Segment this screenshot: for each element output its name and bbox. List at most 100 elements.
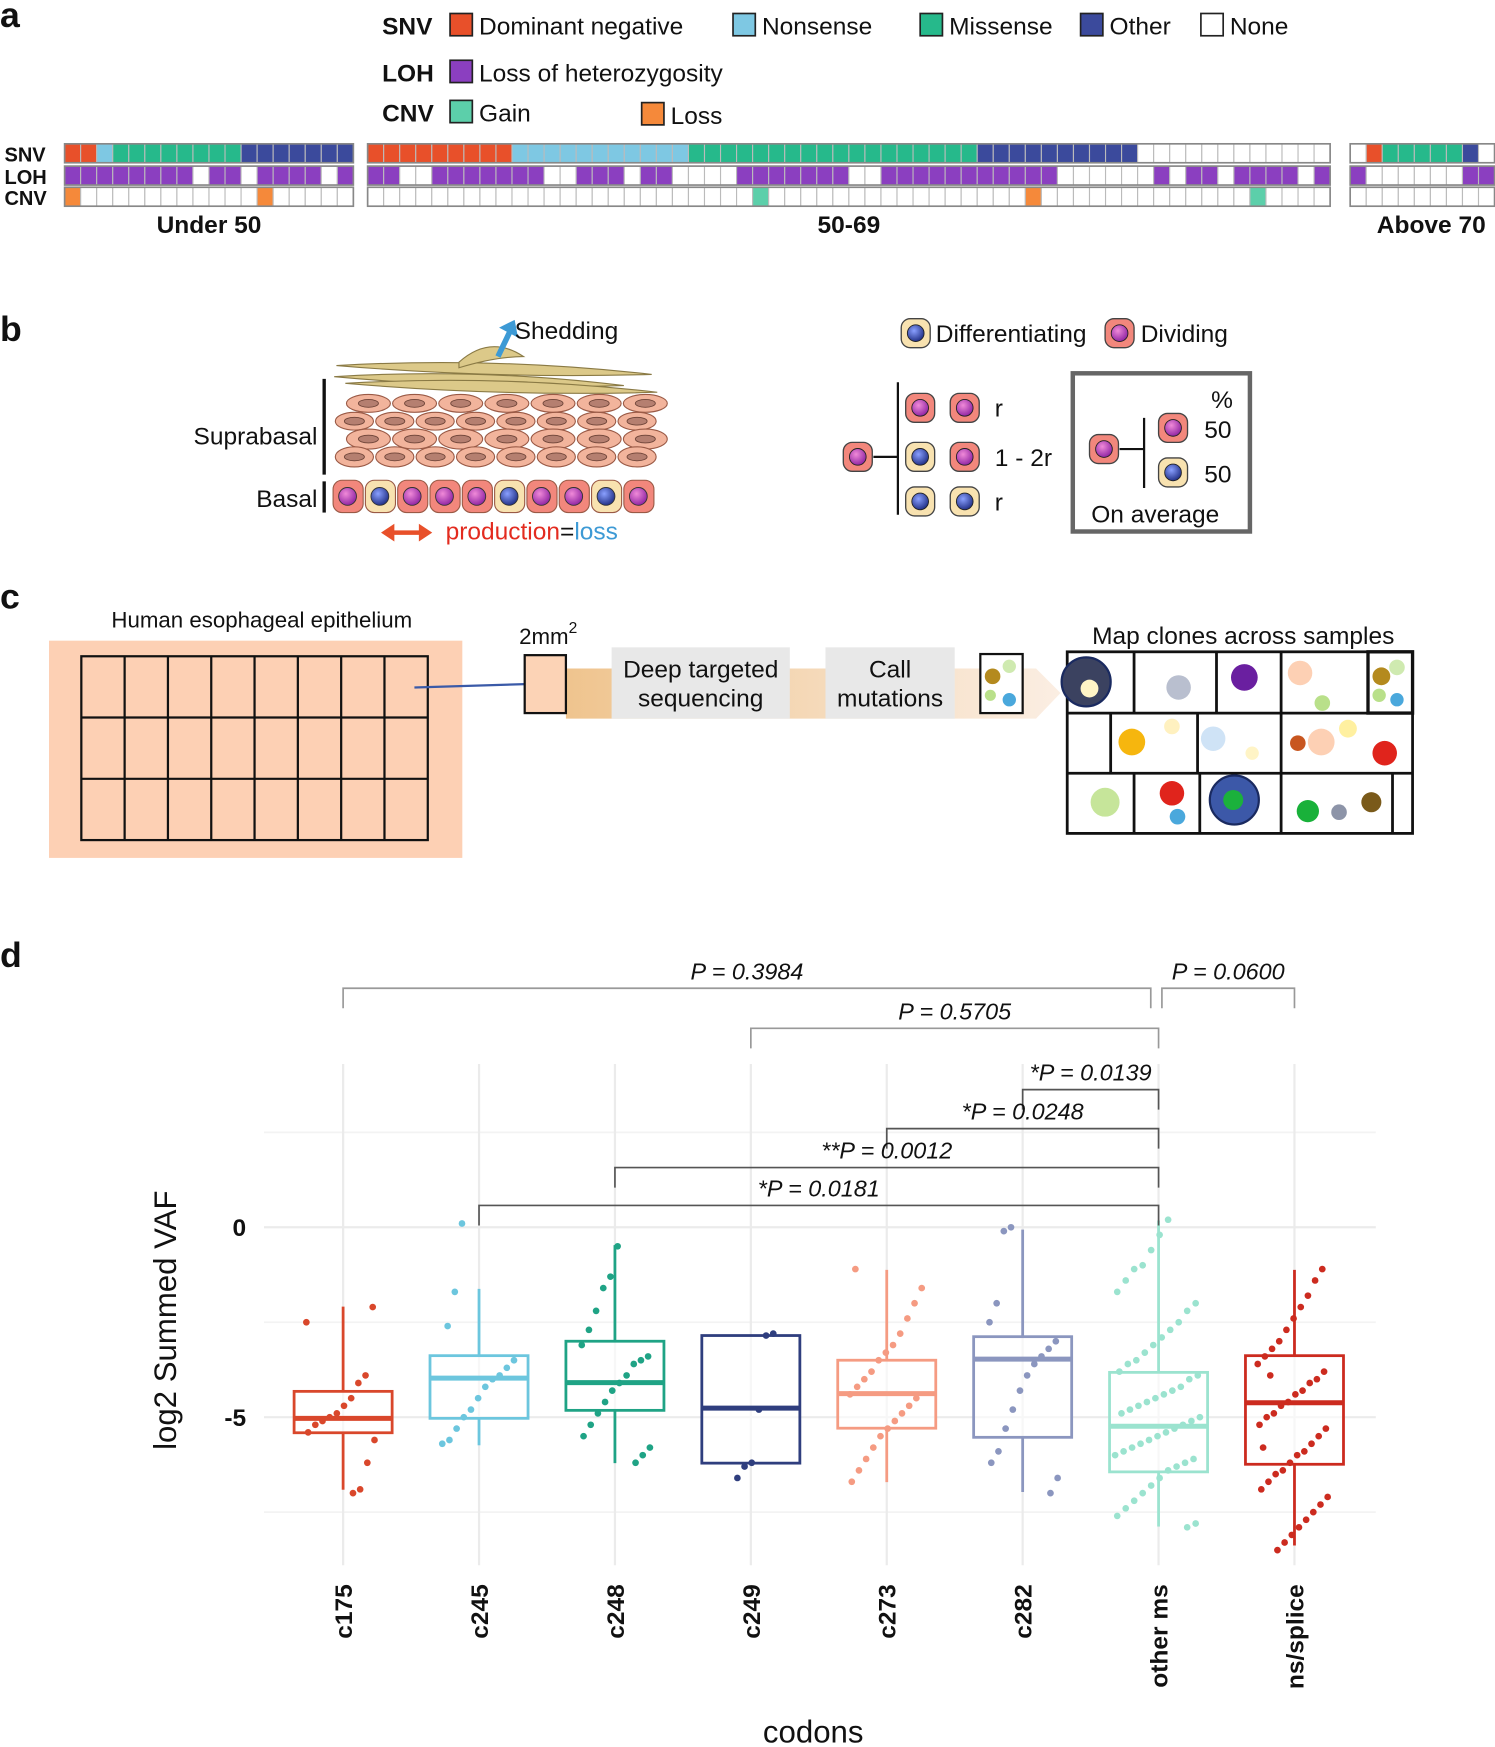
outcome-label: r [995, 489, 1003, 516]
cell [463, 165, 481, 186]
cell [1088, 165, 1107, 186]
highlight [1366, 650, 1415, 715]
cell [383, 165, 401, 186]
point [918, 1284, 926, 1292]
cell [639, 143, 657, 164]
point [1266, 1372, 1274, 1379]
point [1190, 1455, 1197, 1463]
cell [1169, 143, 1187, 164]
point [1275, 1337, 1283, 1345]
cell [447, 165, 465, 186]
cell [607, 186, 625, 207]
suprabasal-nucleus [545, 452, 567, 462]
cell [1169, 165, 1187, 186]
cell [687, 186, 706, 207]
point [1304, 1292, 1312, 1300]
y-tick-label: -5 [224, 1405, 246, 1432]
point [1288, 1531, 1296, 1539]
point [1261, 1353, 1269, 1360]
cell [1349, 186, 1367, 207]
cell [848, 165, 866, 186]
cell [112, 165, 130, 186]
cell [848, 186, 866, 207]
clone [1287, 660, 1313, 686]
cell [224, 143, 242, 164]
cell [288, 143, 306, 164]
track-frame [63, 142, 355, 164]
cell [1056, 143, 1075, 164]
legend-label: Dominant negative [479, 14, 683, 41]
clone [1296, 799, 1319, 823]
cell [80, 186, 98, 207]
cell [144, 186, 162, 207]
point [862, 1455, 870, 1463]
point [1306, 1379, 1314, 1387]
cell [479, 186, 497, 207]
point [1302, 1516, 1310, 1524]
point [1118, 1410, 1125, 1417]
nucleus [1095, 440, 1113, 458]
label-part: 2mm [519, 624, 568, 649]
balance-part: = [560, 518, 574, 545]
panel-a: SNV Dominant negative Nonsense Missense Othe… [4, 12, 1495, 239]
point [860, 1375, 868, 1383]
cell [399, 143, 417, 164]
label: % [1211, 387, 1233, 414]
cell [1413, 165, 1431, 186]
box [428, 1354, 530, 1420]
point [869, 1444, 877, 1451]
point [585, 1326, 593, 1334]
cell [559, 165, 577, 186]
cell [415, 186, 433, 207]
cell [399, 186, 417, 207]
legend-label: Loss of heterozygosity [479, 60, 724, 87]
cell [1297, 143, 1315, 164]
point [1122, 1277, 1130, 1284]
cell [543, 165, 561, 186]
cell [880, 186, 898, 207]
cell [367, 186, 385, 207]
point [510, 1356, 518, 1364]
cell [527, 165, 545, 186]
cell [623, 186, 641, 207]
point [1016, 1387, 1024, 1394]
cell [1429, 165, 1447, 186]
cell [1313, 165, 1331, 186]
cell [1072, 186, 1091, 207]
point [303, 1318, 310, 1326]
p-value: *P = 0.0248 [962, 1099, 1084, 1125]
point [1183, 1523, 1191, 1531]
cell [1429, 186, 1447, 207]
balance-part: loss [574, 518, 618, 545]
point [1297, 1303, 1305, 1311]
cell [752, 186, 770, 207]
cell [304, 186, 322, 207]
cell [816, 165, 834, 186]
cell [383, 143, 401, 164]
point [995, 1448, 1002, 1455]
point [1279, 1467, 1287, 1474]
point [311, 1421, 319, 1429]
cell [784, 186, 802, 207]
clone [1230, 664, 1258, 691]
track-frame [366, 165, 1331, 186]
cell [320, 143, 338, 164]
point [868, 1368, 875, 1375]
panel-letter: a [0, 0, 21, 35]
point [1000, 1227, 1008, 1235]
suprabasal-nucleus [384, 416, 406, 426]
cell [864, 143, 882, 164]
point [444, 1322, 451, 1330]
suprabasal-nucleus [404, 399, 426, 408]
cell [1233, 143, 1251, 164]
cell [208, 186, 226, 207]
suprabasal-nucleus [505, 416, 527, 426]
balance-label: production=loss [446, 518, 618, 545]
cell [800, 143, 818, 164]
cell [1104, 186, 1123, 207]
cell [719, 186, 738, 207]
point [1293, 1451, 1301, 1459]
legend-label: Differentiating [936, 321, 1087, 348]
cell [1137, 143, 1155, 164]
cell [1249, 186, 1267, 207]
